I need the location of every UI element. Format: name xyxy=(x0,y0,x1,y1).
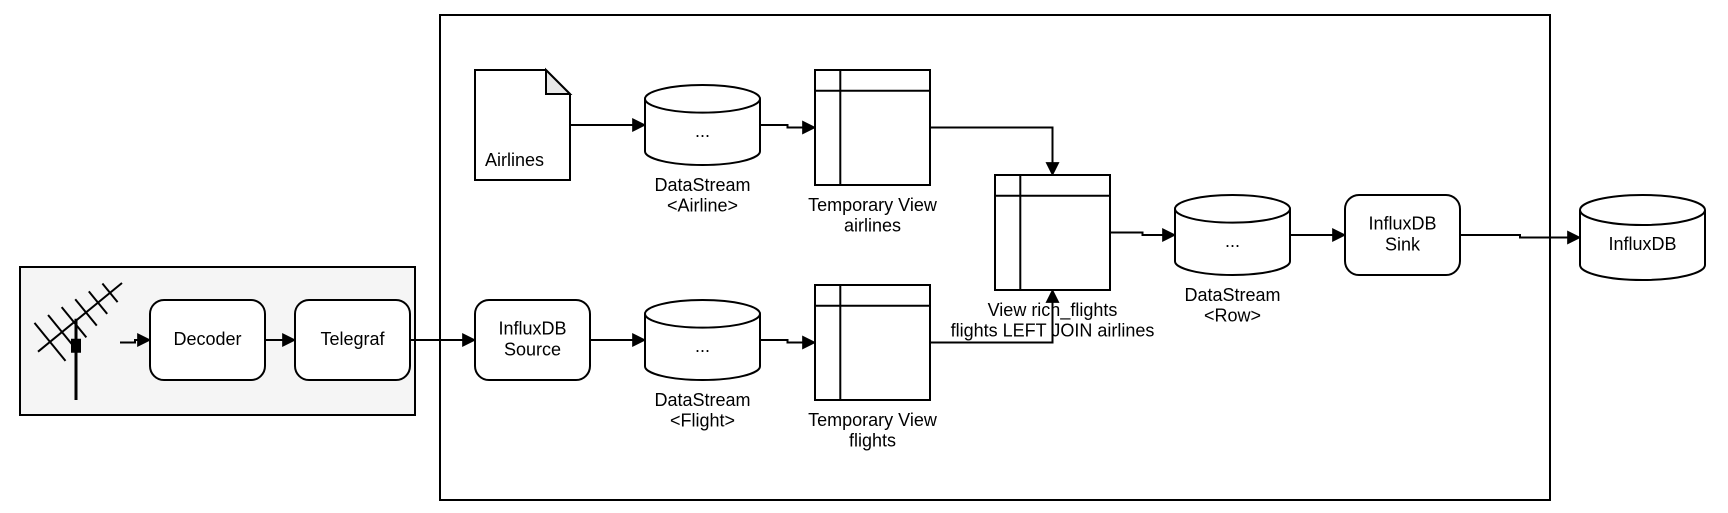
ds_flight-label: ... xyxy=(695,336,710,356)
tv_flights xyxy=(815,285,930,400)
influxdb-label: InfluxDB xyxy=(1608,234,1676,254)
ds_airline-caption: DataStream<Airline> xyxy=(654,175,750,216)
view_join xyxy=(995,175,1110,290)
decoder-label: Decoder xyxy=(173,329,241,349)
telegraf-label: Telegraf xyxy=(320,329,385,349)
airlines_doc-label: Airlines xyxy=(485,150,544,170)
tv_airlines xyxy=(815,70,930,185)
ds_row-label: ... xyxy=(1225,231,1240,251)
pipeline-diagram: Decoder Telegraf Airlines... DataStream<Air… xyxy=(0,0,1728,513)
ds_airline-label: ... xyxy=(695,121,710,141)
influx_source-label: InfluxDBSource xyxy=(498,318,566,359)
